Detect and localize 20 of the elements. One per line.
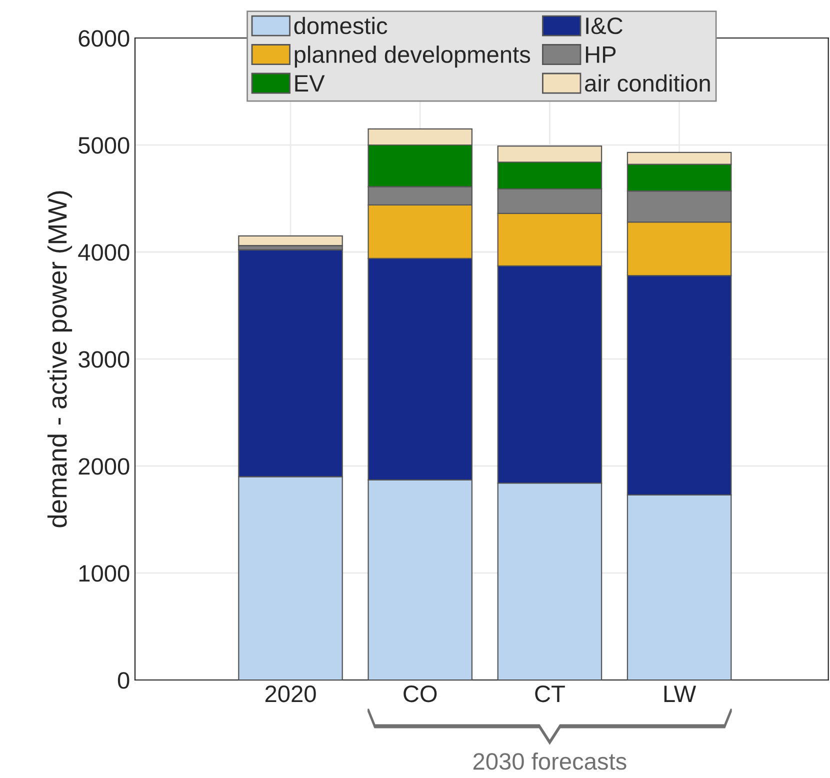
x-tick-label: CO xyxy=(404,685,437,702)
y-tick-label: 0 xyxy=(118,672,130,689)
legend-label: I&C xyxy=(586,17,622,34)
x-tick-label: 2020 xyxy=(265,685,316,702)
y-tick-label: 2000 xyxy=(78,458,130,475)
legend-label: air condition xyxy=(585,74,710,92)
legend-label: HP xyxy=(586,46,616,63)
x-tick-label: LW xyxy=(664,686,696,702)
x-tick-label: CT xyxy=(535,685,565,702)
bar xyxy=(238,235,343,246)
text: 2030 forecasts xyxy=(473,752,626,770)
y-tick-label: 6000 xyxy=(78,30,130,47)
y-tick-label: 5000 xyxy=(78,137,130,154)
y-axis-title: demand - active power (MW) xyxy=(47,191,72,528)
y-tick-label: 3000 xyxy=(78,351,130,368)
y-tick-label: 1000 xyxy=(79,565,130,582)
legend-label: EV xyxy=(295,75,325,92)
legend-label: domestic xyxy=(294,16,388,34)
legend-label: planned developments xyxy=(294,46,530,68)
y-tick-label: 4000 xyxy=(78,244,130,261)
